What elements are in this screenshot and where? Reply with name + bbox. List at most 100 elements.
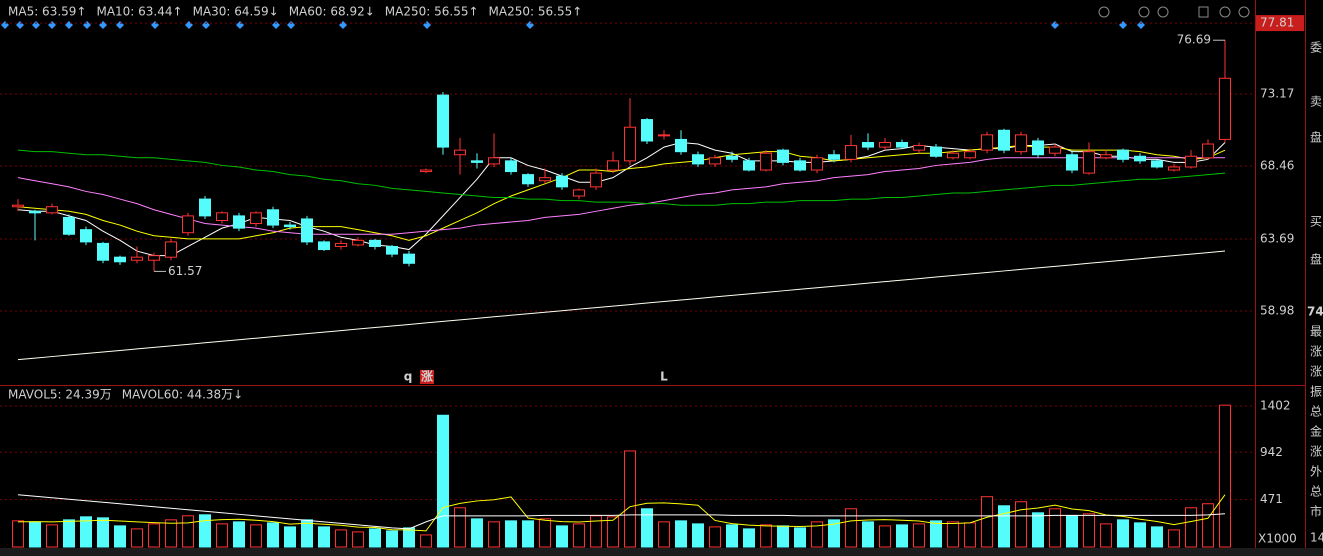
volume-bar bbox=[12, 520, 24, 548]
volume-bar bbox=[352, 531, 364, 548]
volume-bar bbox=[386, 530, 398, 548]
volume-bar bbox=[896, 524, 908, 548]
candle-body bbox=[505, 160, 517, 173]
candle-body bbox=[63, 216, 75, 235]
tick-highlight bbox=[1256, 15, 1304, 32]
candle-body bbox=[760, 152, 772, 171]
y-tick-label: 73.17 bbox=[1260, 87, 1294, 101]
signal: L bbox=[660, 370, 668, 384]
volume-bar bbox=[624, 450, 636, 548]
side-price: 74 bbox=[1307, 305, 1323, 319]
y-tick-label: 68.46 bbox=[1260, 159, 1294, 173]
candle-body bbox=[437, 94, 449, 148]
volume-bar bbox=[658, 521, 670, 548]
candle-body bbox=[1134, 155, 1146, 162]
volume-bar bbox=[403, 527, 415, 548]
candle-body bbox=[182, 215, 194, 234]
volume-bar bbox=[590, 515, 602, 548]
candle-body bbox=[947, 152, 959, 159]
toolbar-icons bbox=[1098, 6, 1250, 18]
volume-bar bbox=[1202, 503, 1214, 548]
y-tick-label: 942 bbox=[1260, 445, 1283, 459]
volume-bar bbox=[726, 524, 738, 548]
ma-line bbox=[17, 250, 1226, 361]
candle-body bbox=[522, 174, 534, 185]
legend-entry: MAVOL60: 44.38万↓ bbox=[122, 388, 243, 402]
axis-unit: X1000 bbox=[1258, 532, 1297, 546]
candle-body bbox=[675, 138, 687, 153]
candle-body bbox=[539, 177, 551, 182]
volume-bar bbox=[641, 508, 653, 548]
legend-entry: MA5: 63.59↑ bbox=[8, 5, 86, 19]
candle-body bbox=[1100, 154, 1112, 159]
volume-bar bbox=[607, 516, 619, 548]
volume-bar bbox=[743, 528, 755, 548]
side-field: 涨 bbox=[1310, 444, 1322, 459]
ma-line bbox=[17, 157, 1225, 235]
volume-bar bbox=[777, 525, 789, 548]
candle-body bbox=[794, 160, 806, 171]
annotation: 61.57 bbox=[168, 264, 202, 278]
candle-body bbox=[1066, 154, 1078, 171]
volume-bar bbox=[573, 523, 585, 548]
volume-bar bbox=[114, 525, 126, 548]
annotation: 76.69 bbox=[1177, 33, 1211, 47]
volume-bar bbox=[1066, 515, 1078, 548]
side-field: 涨 bbox=[1310, 364, 1322, 379]
volume-bar bbox=[1117, 519, 1129, 548]
volume-bar bbox=[80, 516, 92, 548]
candle-body bbox=[1202, 143, 1214, 159]
volume-bar bbox=[165, 519, 177, 548]
candle-body bbox=[403, 253, 415, 264]
volume-bar bbox=[1015, 501, 1027, 548]
y-tick-label: 471 bbox=[1260, 492, 1283, 506]
candle-body bbox=[386, 245, 398, 255]
volume-bar bbox=[199, 514, 211, 548]
candle-body bbox=[845, 145, 857, 160]
candle-body bbox=[267, 209, 279, 226]
candle-body bbox=[369, 239, 381, 247]
candle-body bbox=[1032, 140, 1044, 156]
tab-bar bbox=[0, 548, 1323, 556]
signal: 涨 bbox=[421, 369, 433, 384]
candle-body bbox=[1117, 149, 1129, 160]
candle-body bbox=[709, 157, 721, 165]
volume-bar bbox=[488, 521, 500, 548]
volume-bar bbox=[675, 520, 687, 548]
volume-bar bbox=[46, 524, 58, 548]
candle-body bbox=[828, 154, 840, 160]
volume-bar bbox=[148, 523, 160, 548]
candle-body bbox=[1219, 77, 1231, 140]
candle-body bbox=[1083, 151, 1095, 174]
volume-bar bbox=[1185, 507, 1197, 548]
volume-bar bbox=[556, 525, 568, 548]
icon bbox=[1238, 6, 1250, 18]
candle-body bbox=[930, 146, 942, 157]
candle-body bbox=[1049, 146, 1061, 154]
signal-box bbox=[420, 370, 434, 384]
legend-entry: MA30: 64.59↓ bbox=[193, 5, 279, 19]
volume-bar bbox=[284, 526, 296, 548]
volume-bar bbox=[233, 521, 245, 548]
candle-body bbox=[1168, 166, 1180, 171]
signal: q bbox=[404, 370, 413, 384]
candle-body bbox=[726, 155, 738, 160]
candle-body bbox=[114, 256, 126, 263]
volume-bar bbox=[522, 520, 534, 548]
side-corner: 14 bbox=[1310, 531, 1323, 545]
candle-body bbox=[590, 172, 602, 188]
candle-body bbox=[80, 229, 92, 243]
candle-body bbox=[862, 142, 874, 148]
candle-body bbox=[301, 218, 313, 243]
y-tick-label: 1402 bbox=[1260, 398, 1291, 412]
volume-bar bbox=[267, 522, 279, 548]
volume-bar bbox=[369, 528, 381, 548]
side-field: 振 bbox=[1310, 385, 1322, 399]
volume-bar bbox=[63, 519, 75, 548]
volume-bar bbox=[539, 518, 551, 548]
candle-body bbox=[641, 119, 653, 142]
event-marker bbox=[32, 21, 40, 29]
candle-body bbox=[420, 169, 432, 173]
